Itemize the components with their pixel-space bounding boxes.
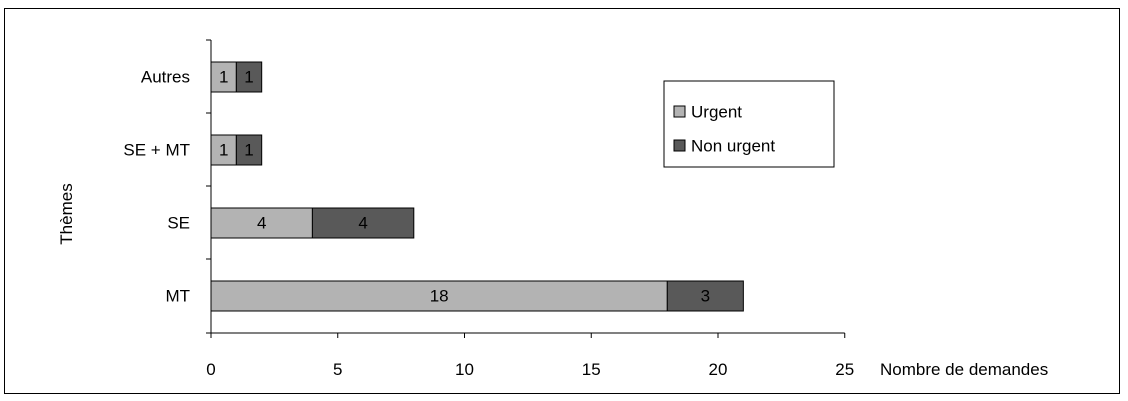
chart-frame [4, 8, 1120, 394]
x-tick-label: 15 [582, 360, 601, 379]
x-tick-label: 10 [455, 360, 474, 379]
bar-value-label: 4 [358, 214, 367, 233]
bar-value-label: 3 [701, 287, 710, 306]
axes-group: MT SE SE + MT Autres 0 5 10 15 20 25 [123, 39, 854, 379]
legend-box [663, 80, 835, 168]
legend-swatch-urgent [673, 105, 686, 118]
legend-swatch-non-urgent [673, 139, 686, 152]
x-tick-label: 20 [709, 360, 728, 379]
bar-value-label: 18 [430, 287, 449, 306]
bar-value-label: 1 [219, 141, 228, 160]
bars-group: 18 34 41 11 1 [210, 61, 744, 312]
legend: Urgent Non urgent [663, 80, 835, 168]
x-tick-label: 25 [835, 360, 854, 379]
x-axis-label: Nombre de demandes [880, 360, 1048, 379]
y-tick-label: SE [167, 214, 190, 233]
y-axis-label: Thèmes [57, 183, 76, 244]
bar-se-non-urgent [311, 207, 415, 239]
bar-value-label: 1 [244, 141, 253, 160]
x-tick-label: 0 [206, 360, 215, 379]
legend-label-non-urgent: Non urgent [691, 137, 775, 156]
bar-value-label: 1 [244, 68, 253, 87]
y-tick-label: SE + MT [123, 141, 190, 160]
bar-value-label: 4 [257, 214, 266, 233]
bar-mt-urgent [210, 280, 668, 312]
x-tick-label: 5 [333, 360, 342, 379]
y-tick-label: MT [165, 287, 190, 306]
bar-value-label: 1 [219, 68, 228, 87]
bar-se-mt-non-urgent [235, 134, 263, 166]
bar-mt-non-urgent [666, 280, 744, 312]
y-tick-label: Autres [141, 68, 190, 87]
bar-autres-non-urgent [235, 61, 263, 93]
legend-label-urgent: Urgent [691, 103, 742, 122]
